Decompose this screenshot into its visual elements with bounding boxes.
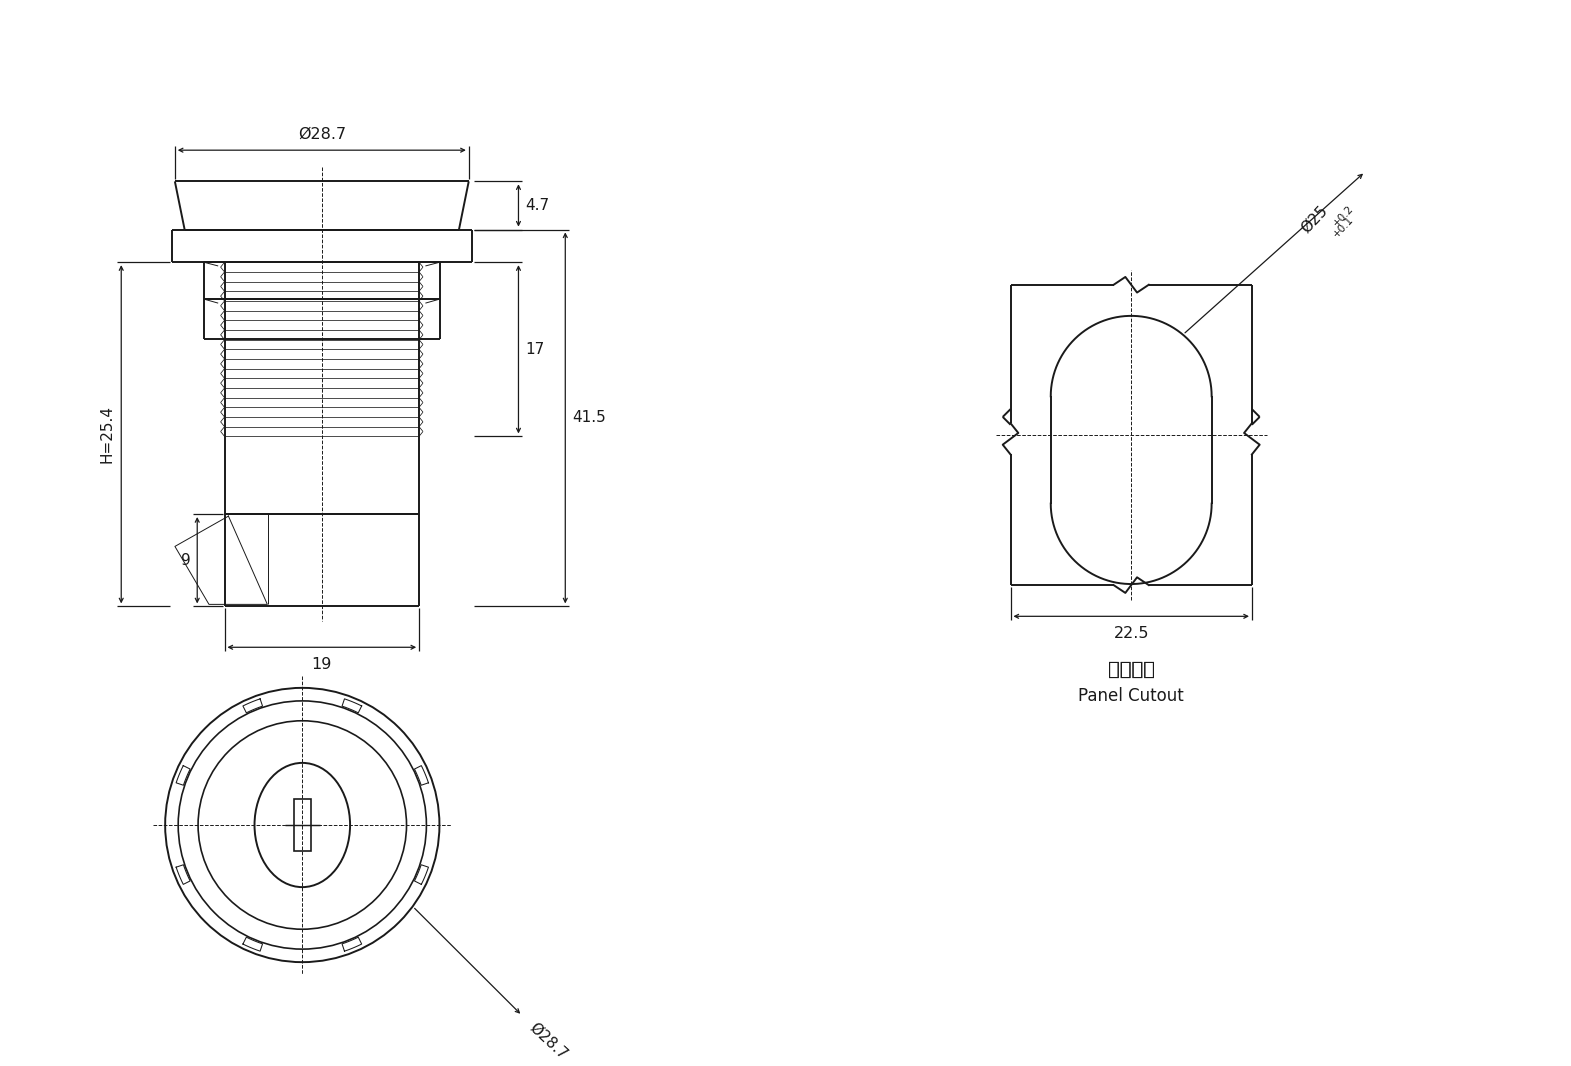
Text: H=25.4: H=25.4: [99, 405, 115, 464]
Text: 开孔尺寸: 开孔尺寸: [1108, 660, 1155, 679]
Text: 19: 19: [311, 657, 331, 672]
Text: Panel Cutout: Panel Cutout: [1078, 687, 1185, 705]
Text: 41.5: 41.5: [572, 410, 606, 425]
Bar: [294, 798, 311, 852]
Text: Ø28.7: Ø28.7: [526, 1020, 570, 1062]
Text: Ø28.7: Ø28.7: [298, 127, 346, 142]
Text: 17: 17: [525, 342, 545, 357]
Text: +0.2: +0.2: [1331, 204, 1356, 229]
Text: 22.5: 22.5: [1114, 626, 1148, 641]
Text: 开孔尺寸: 开孔尺寸: [1108, 660, 1155, 679]
Text: 9: 9: [181, 553, 190, 568]
Text: 4.7: 4.7: [525, 198, 550, 213]
Text: +0.1: +0.1: [1331, 214, 1356, 240]
Text: Ø25: Ø25: [1299, 203, 1331, 236]
